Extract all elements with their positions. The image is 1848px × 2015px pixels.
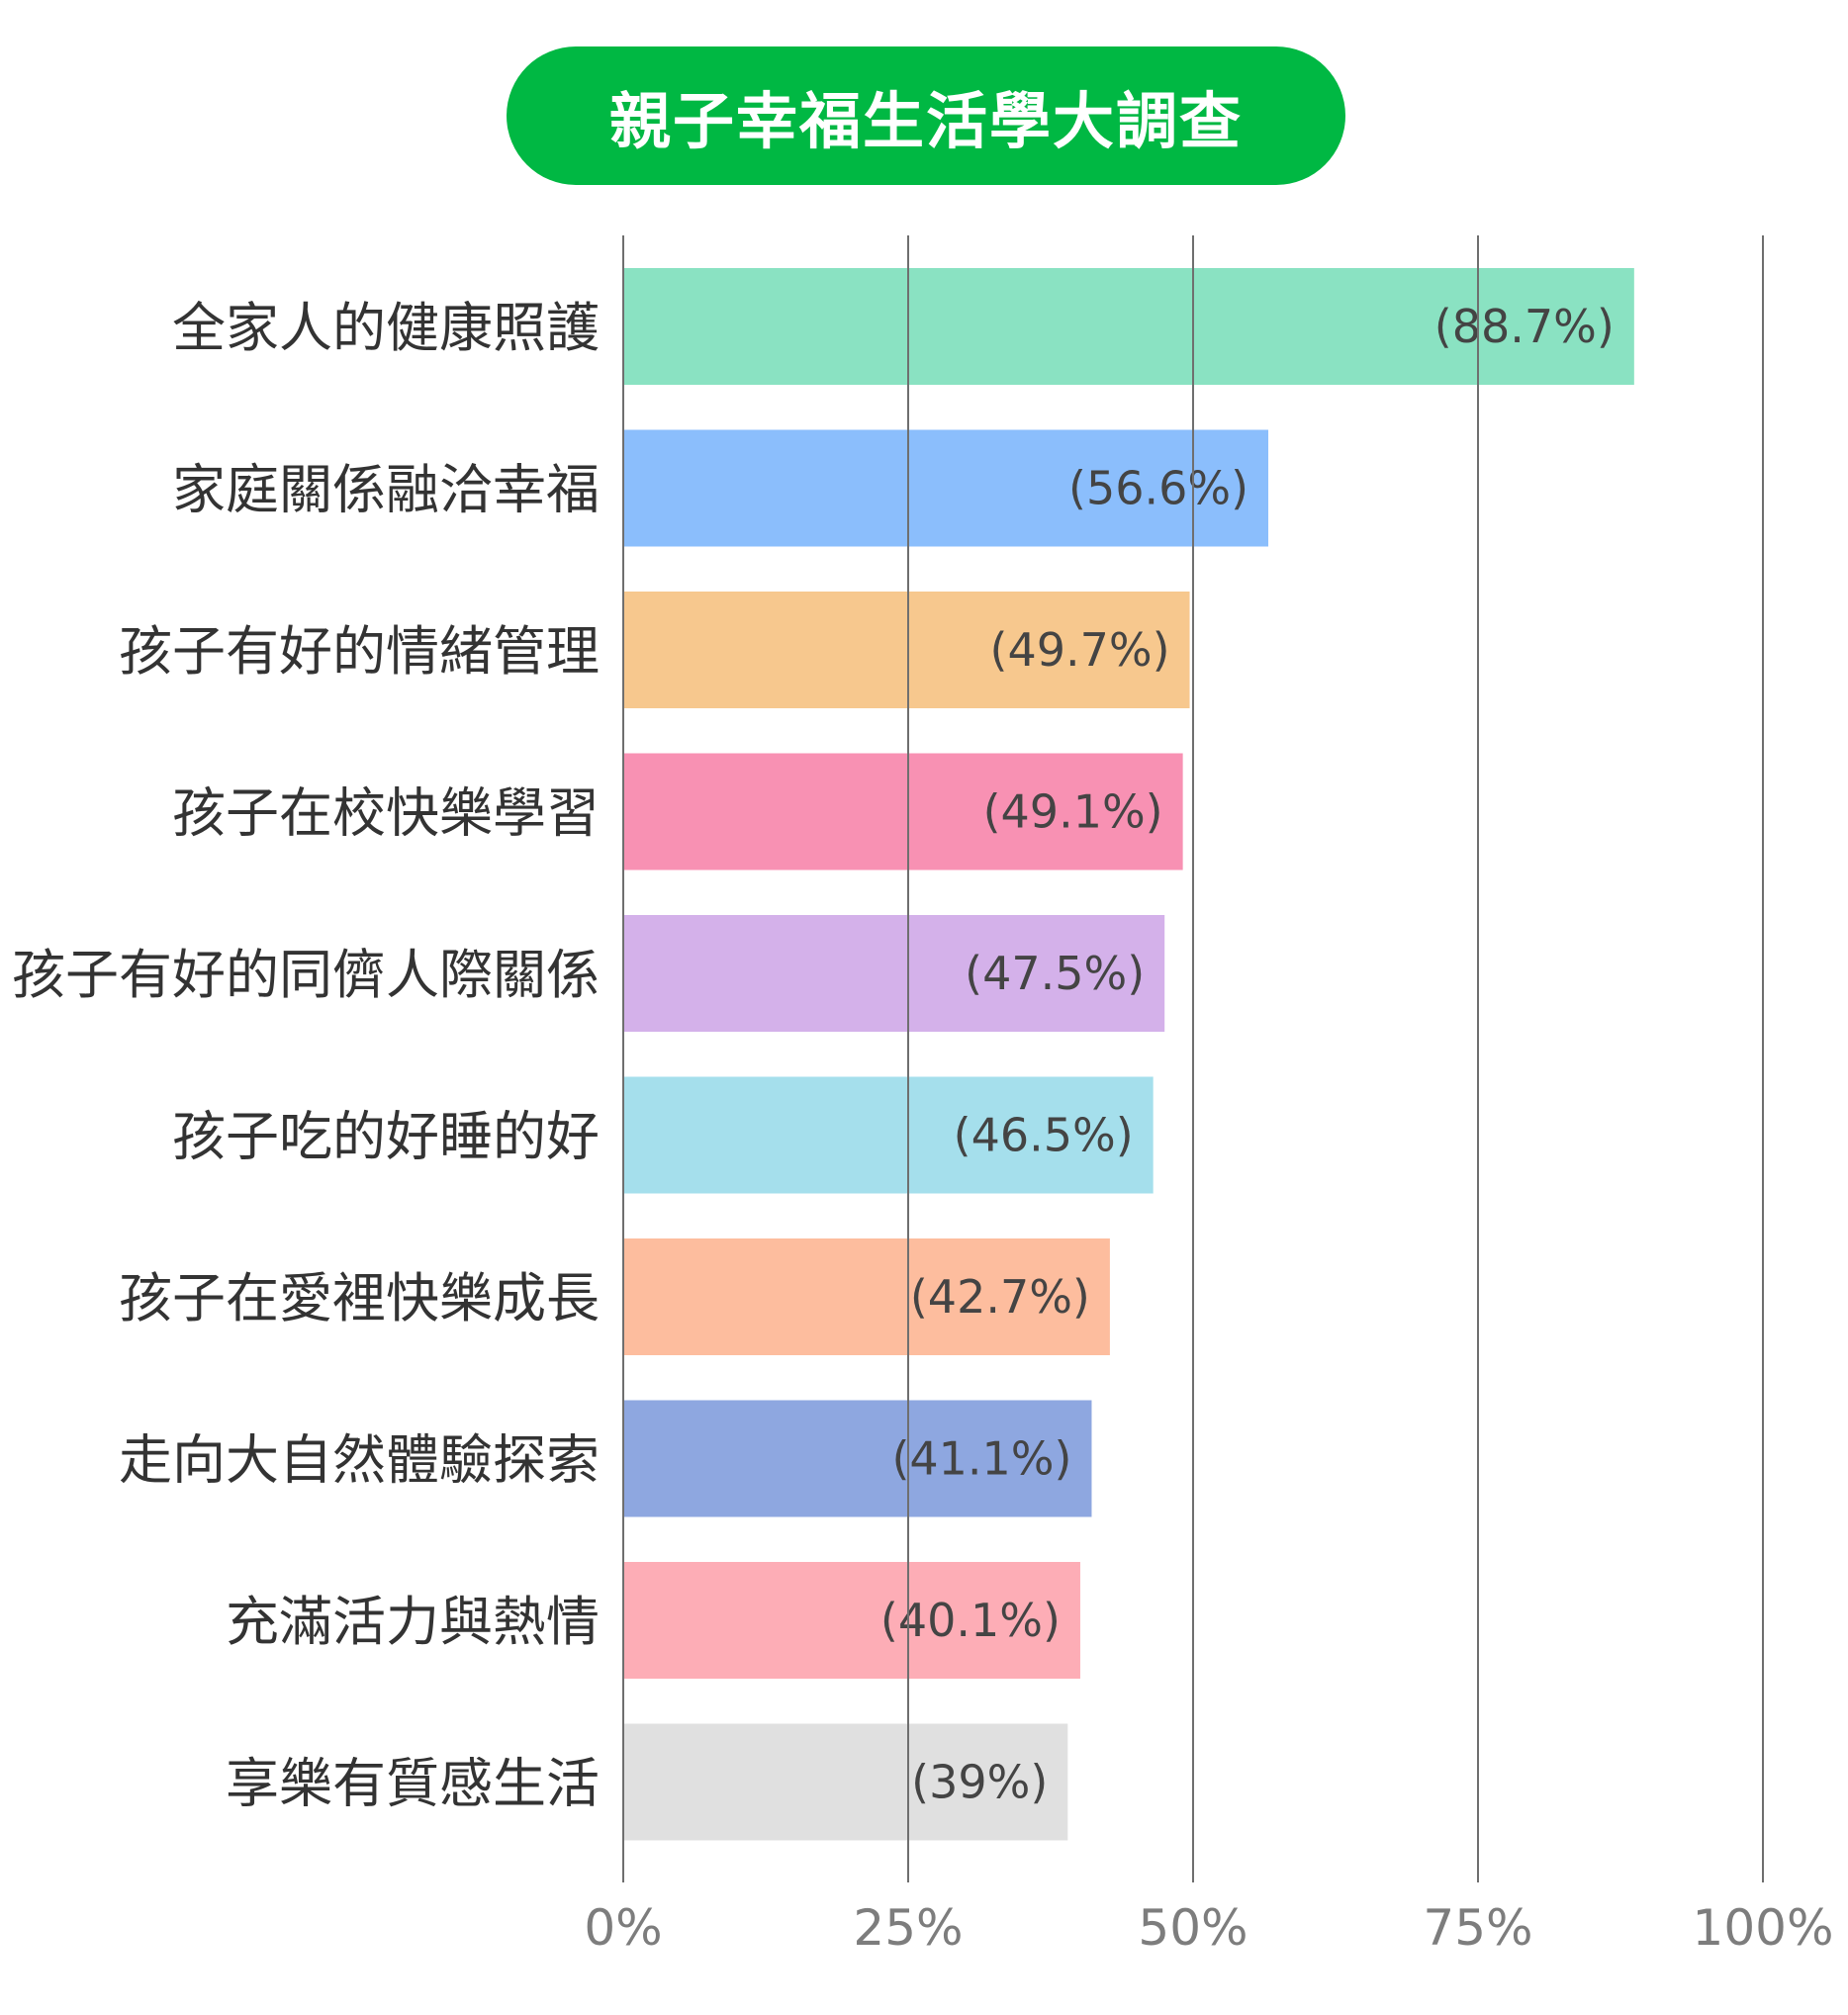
bar — [623, 268, 1634, 385]
x-tick-label: 0% — [584, 1899, 662, 1957]
category-label: 孩子在校快樂學習 — [172, 782, 600, 845]
bar — [623, 1238, 1110, 1355]
category-label: 享樂有質感生活 — [226, 1753, 600, 1815]
data-label: (42.7%) — [910, 1270, 1090, 1324]
x-axis-ticks: 0% 25% 50% 75% 100% — [584, 1899, 1833, 1957]
bar — [623, 1562, 1080, 1679]
category-label: 全家人的健康照護 — [172, 297, 600, 359]
data-label: (49.7%) — [990, 623, 1170, 677]
x-tick-label: 75% — [1423, 1899, 1532, 1957]
data-label: (39%) — [911, 1756, 1048, 1809]
data-label: (49.1%) — [983, 785, 1163, 839]
category-label: 充滿活力與熱情 — [226, 1591, 600, 1653]
data-label: (56.6%) — [1068, 462, 1248, 515]
bar — [623, 1723, 1068, 1841]
data-label: (46.5%) — [954, 1109, 1134, 1162]
bar — [623, 1076, 1154, 1194]
category-label: 家庭關係融洽幸福 — [172, 459, 600, 521]
bar — [623, 1400, 1092, 1517]
data-label: (88.7%) — [1434, 300, 1615, 353]
category-label: 孩子有好的同儕人際關係 — [12, 944, 600, 1006]
bar — [623, 753, 1183, 870]
category-label: 孩子吃的好睡的好 — [172, 1106, 600, 1168]
category-labels: 全家人的健康照護家庭關係融洽幸福孩子有好的情緒管理孩子在校快樂學習孩子有好的同儕… — [12, 297, 600, 1815]
bar — [623, 915, 1165, 1032]
category-label: 走向大自然體驗探索 — [119, 1429, 600, 1492]
chart-title: 親子幸福生活學大調查 — [608, 85, 1243, 157]
bar — [623, 429, 1269, 547]
bars: (88.7%) (56.6%) (49.7%) (49.1%) (47.5%) (46.5… — [623, 268, 1634, 1841]
x-tick-label: 50% — [1138, 1899, 1247, 1957]
category-label: 孩子有好的情緒管理 — [119, 620, 600, 683]
grid-lines — [622, 235, 1764, 1882]
x-tick-label: 100% — [1693, 1899, 1834, 1957]
data-label: (47.5%) — [965, 947, 1145, 1000]
category-label: 孩子在愛裡快樂成長 — [119, 1267, 600, 1329]
data-label: (40.1%) — [880, 1594, 1061, 1647]
bar — [623, 592, 1190, 708]
x-tick-label: 25% — [853, 1899, 963, 1957]
title-banner: 親子幸福生活學大調查 — [507, 46, 1345, 185]
data-label: (41.1%) — [891, 1432, 1071, 1486]
